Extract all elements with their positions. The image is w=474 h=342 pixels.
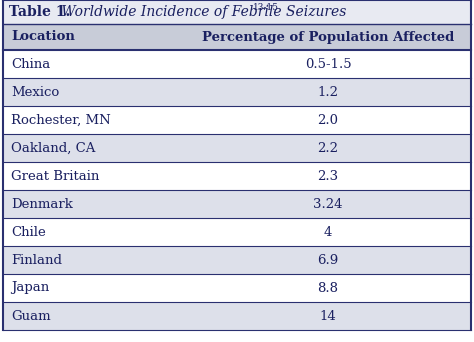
Text: 1.2: 1.2 <box>318 86 338 98</box>
Text: Oakland, CA: Oakland, CA <box>11 142 95 155</box>
Text: 8.8: 8.8 <box>318 281 338 294</box>
Text: Rochester, MN: Rochester, MN <box>11 114 111 127</box>
Text: 0.5-1.5: 0.5-1.5 <box>305 57 351 70</box>
Text: Worldwide Incidence of Febrile Seizures: Worldwide Incidence of Febrile Seizures <box>57 5 347 19</box>
Text: 2.2: 2.2 <box>318 142 338 155</box>
Text: Location: Location <box>11 30 75 43</box>
Text: 14: 14 <box>319 310 337 323</box>
Text: Japan: Japan <box>11 281 49 294</box>
Bar <box>3 218 471 246</box>
Text: 13-15: 13-15 <box>254 2 279 12</box>
Text: Table 1.: Table 1. <box>9 5 70 19</box>
Text: Denmark: Denmark <box>11 197 73 210</box>
Bar <box>3 78 471 106</box>
Bar <box>3 0 471 24</box>
Text: Percentage of Population Affected: Percentage of Population Affected <box>202 30 454 43</box>
Text: 2.3: 2.3 <box>318 170 338 183</box>
Text: 4: 4 <box>324 225 332 238</box>
Bar <box>3 190 471 218</box>
Bar <box>3 302 471 330</box>
Bar <box>3 246 471 274</box>
Text: 3.24: 3.24 <box>313 197 343 210</box>
Text: 6.9: 6.9 <box>318 253 338 266</box>
Bar <box>3 134 471 162</box>
Bar <box>3 274 471 302</box>
Bar <box>3 24 471 50</box>
Text: Finland: Finland <box>11 253 62 266</box>
Text: Mexico: Mexico <box>11 86 59 98</box>
Text: 2.0: 2.0 <box>318 114 338 127</box>
Text: Great Britain: Great Britain <box>11 170 100 183</box>
Text: Chile: Chile <box>11 225 46 238</box>
Text: China: China <box>11 57 50 70</box>
Text: Guam: Guam <box>11 310 51 323</box>
Bar <box>3 50 471 78</box>
Bar <box>3 162 471 190</box>
Bar <box>3 106 471 134</box>
